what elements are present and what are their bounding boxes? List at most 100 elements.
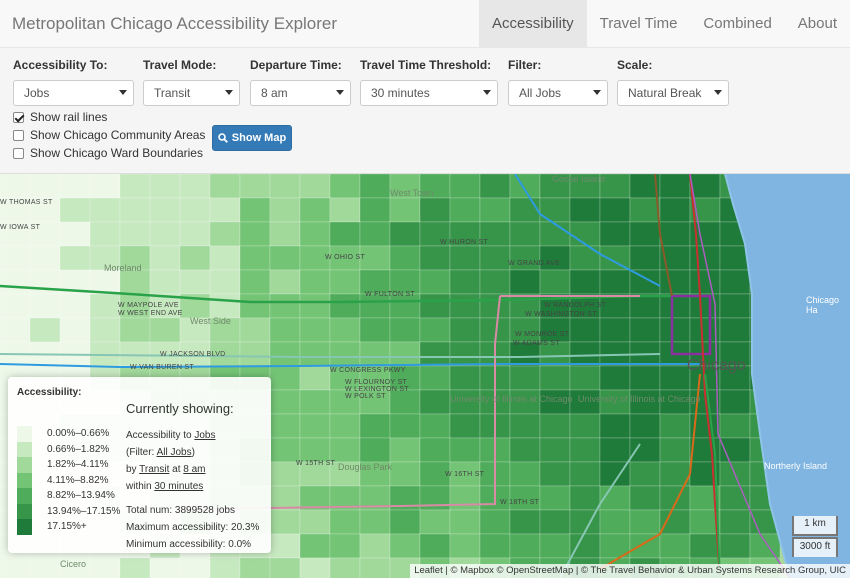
- map-tract[interactable]: [419, 533, 451, 559]
- map-tract[interactable]: [419, 437, 451, 463]
- map-tract[interactable]: [689, 533, 721, 559]
- map-tract[interactable]: [179, 341, 211, 367]
- map-tract[interactable]: [449, 245, 481, 271]
- map-tract[interactable]: [629, 365, 661, 391]
- map-tract[interactable]: [359, 509, 391, 535]
- map-tract[interactable]: [419, 293, 451, 319]
- map-tract[interactable]: [329, 269, 361, 295]
- map-tract[interactable]: [659, 293, 691, 319]
- map-view[interactable]: W THOMAS ST W IOWA ST W HURON ST W OHIO …: [0, 174, 850, 578]
- map-tract[interactable]: [0, 293, 31, 319]
- map-tract[interactable]: [119, 317, 151, 343]
- map-tract[interactable]: [29, 557, 61, 578]
- map-tract[interactable]: [449, 293, 481, 319]
- map-tract[interactable]: [269, 389, 301, 415]
- map-tract[interactable]: [569, 365, 601, 391]
- map-tract[interactable]: [239, 317, 271, 343]
- map-tract[interactable]: [179, 557, 211, 578]
- map-tract[interactable]: [629, 269, 661, 295]
- map-tract[interactable]: [389, 341, 421, 367]
- departure-time-select[interactable]: 8 am: [250, 80, 351, 106]
- map-tract[interactable]: [569, 485, 601, 511]
- map-tract[interactable]: [149, 197, 181, 223]
- map-tract[interactable]: [359, 389, 391, 415]
- map-tract[interactable]: [539, 197, 571, 223]
- map-tract[interactable]: [269, 437, 301, 463]
- map-tract[interactable]: [179, 197, 211, 223]
- map-tract[interactable]: [239, 245, 271, 271]
- map-tract[interactable]: [389, 174, 421, 199]
- map-tract[interactable]: [59, 197, 91, 223]
- app-title[interactable]: Metropolitan Chicago Accessibility Explo…: [12, 14, 338, 33]
- map-tract[interactable]: [299, 174, 331, 199]
- map-tract[interactable]: [89, 245, 121, 271]
- map-tract[interactable]: [389, 461, 421, 487]
- map-tract[interactable]: [59, 221, 91, 247]
- map-tract[interactable]: [599, 509, 631, 535]
- map-attribution[interactable]: Leaflet | © Mapbox © OpenStreetMap | © T…: [410, 564, 850, 578]
- map-tract[interactable]: [449, 269, 481, 295]
- map-tract[interactable]: [239, 269, 271, 295]
- map-tract[interactable]: [539, 509, 571, 535]
- map-tract[interactable]: [629, 437, 661, 463]
- map-tract[interactable]: [569, 413, 601, 439]
- map-tract[interactable]: [89, 197, 121, 223]
- map-tract[interactable]: [599, 413, 631, 439]
- map-tract[interactable]: [239, 293, 271, 319]
- mode-link[interactable]: Transit: [139, 464, 170, 475]
- map-tract[interactable]: [329, 389, 361, 415]
- show-community-areas-checkbox[interactable]: [13, 129, 24, 141]
- show-ward-boundaries-label[interactable]: Show Chicago Ward Boundaries: [30, 146, 203, 160]
- map-tract[interactable]: [599, 245, 631, 271]
- map-tract[interactable]: [119, 245, 151, 271]
- map-tract[interactable]: [329, 533, 361, 559]
- map-tract[interactable]: [569, 317, 601, 343]
- map-tract[interactable]: [449, 174, 481, 199]
- map-tract[interactable]: [209, 174, 241, 199]
- map-tract[interactable]: [479, 197, 511, 223]
- map-tract[interactable]: [539, 365, 571, 391]
- map-tract[interactable]: [269, 197, 301, 223]
- tab-about[interactable]: About: [797, 15, 837, 32]
- map-tract[interactable]: [659, 197, 691, 223]
- map-tract[interactable]: [149, 317, 181, 343]
- map-tract[interactable]: [149, 221, 181, 247]
- map-tract[interactable]: [479, 293, 511, 319]
- show-ward-boundaries-checkbox[interactable]: [13, 147, 24, 159]
- map-tract[interactable]: [449, 317, 481, 343]
- map-tract[interactable]: [479, 174, 511, 199]
- map-tract[interactable]: [659, 389, 691, 415]
- map-tract[interactable]: [509, 485, 541, 511]
- map-tract[interactable]: [329, 413, 361, 439]
- map-tract[interactable]: [659, 174, 691, 199]
- map-tract[interactable]: [59, 245, 91, 271]
- map-tract[interactable]: [329, 293, 361, 319]
- map-tract[interactable]: [629, 221, 661, 247]
- threshold-link[interactable]: 30 minutes: [154, 481, 204, 492]
- map-tract[interactable]: [479, 533, 511, 559]
- map-tract[interactable]: [419, 413, 451, 439]
- map-tract[interactable]: [0, 245, 31, 271]
- map-tract[interactable]: [389, 413, 421, 439]
- map-tract[interactable]: [89, 293, 121, 319]
- map-tract[interactable]: [599, 221, 631, 247]
- map-tract[interactable]: [479, 221, 511, 247]
- map-tract[interactable]: [209, 317, 241, 343]
- map-tract[interactable]: [719, 293, 751, 319]
- map-tract[interactable]: [629, 533, 661, 559]
- map-tract[interactable]: [209, 221, 241, 247]
- map-tract[interactable]: [719, 413, 751, 439]
- map-tract[interactable]: [299, 221, 331, 247]
- map-tract[interactable]: [449, 389, 481, 415]
- map-tract[interactable]: [299, 533, 331, 559]
- map-tract[interactable]: [539, 485, 571, 511]
- map-tract[interactable]: [359, 533, 391, 559]
- map-tract[interactable]: [539, 341, 571, 367]
- map-tract[interactable]: [419, 197, 451, 223]
- map-tract[interactable]: [509, 365, 541, 391]
- travel-mode-select[interactable]: Transit: [143, 80, 240, 106]
- map-tract[interactable]: [269, 557, 301, 578]
- map-tract[interactable]: [449, 221, 481, 247]
- map-tract[interactable]: [269, 341, 301, 367]
- map-tract[interactable]: [599, 365, 631, 391]
